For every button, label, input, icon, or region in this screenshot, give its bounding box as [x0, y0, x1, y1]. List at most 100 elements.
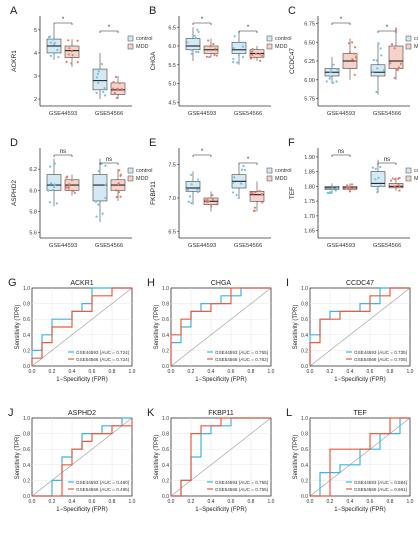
panel-letter: J	[8, 407, 14, 419]
x-tick-label: 0.8	[387, 369, 394, 375]
y-axis-label: ASPHD2	[11, 180, 18, 206]
data-point-mdd	[67, 53, 70, 56]
data-point-mdd	[250, 50, 254, 53]
x-tick-label: 0.0	[29, 369, 36, 375]
data-point-mdd	[251, 53, 254, 57]
y-tick-label: 1.65	[304, 229, 315, 235]
significance-label: *	[62, 17, 65, 23]
data-point-mdd	[352, 52, 356, 55]
data-point-control	[377, 176, 380, 179]
data-point-mdd	[211, 193, 214, 197]
panel-letter: B	[149, 5, 156, 17]
y-tick-label: 5.8	[29, 210, 37, 216]
chance-diagonal	[170, 417, 272, 497]
y-tick-label: 0.6	[162, 447, 169, 453]
data-point-control	[379, 165, 382, 169]
y-axis-label: Sensitivity (TPR)	[154, 305, 160, 350]
y-tick-label: 1.75	[304, 199, 315, 205]
y-tick-label: 0.4	[162, 333, 169, 339]
legend-swatch	[405, 43, 412, 50]
data-point-control	[375, 90, 378, 94]
y-tick-label: 0.6	[162, 317, 169, 323]
roc-title: FKBP11	[208, 410, 234, 417]
data-point-control	[53, 162, 56, 165]
x-tick-label: 1.0	[129, 499, 136, 505]
data-point-mdd	[261, 54, 264, 58]
data-point-mdd	[118, 82, 121, 85]
data-point-control	[95, 91, 98, 94]
y-tick-label: 0.4	[23, 463, 30, 469]
y-tick-label: 6.75	[304, 22, 315, 28]
data-point-mdd	[209, 45, 212, 48]
y-tick-label: 0.8	[301, 302, 308, 308]
legend-label: GSE44593 (AUC = 0.755)	[215, 350, 269, 355]
box-control	[92, 174, 108, 202]
y-tick-label: 3	[34, 74, 37, 80]
data-point-control	[97, 70, 100, 73]
y-tick-label: 6.0	[29, 188, 37, 194]
data-point-control	[197, 30, 200, 34]
data-point-mdd	[395, 28, 398, 31]
data-point-mdd	[396, 68, 399, 72]
x-tick-label: GSE54566	[234, 243, 262, 249]
roc-curve-series-1	[309, 287, 410, 366]
data-point-control	[190, 52, 193, 55]
data-point-mdd	[215, 203, 218, 206]
data-point-control	[196, 190, 200, 194]
data-point-mdd	[70, 179, 74, 182]
roc-title: CHGA	[211, 280, 232, 287]
y-tick-label: 0.6	[301, 317, 308, 323]
x-tick-label: GSE54566	[373, 111, 401, 117]
roc-panel-j: J ASPHD2 0.00.0 0.2 0.2 0.4 0.4 0.6 0.6 0.8 0.8 1.0…	[8, 407, 136, 513]
data-point-mdd	[390, 43, 394, 46]
significance-label: *	[247, 157, 250, 163]
data-point-mdd	[113, 91, 116, 95]
data-point-control	[47, 189, 50, 192]
data-point-mdd	[345, 187, 348, 190]
legend-swatch	[405, 175, 412, 182]
data-point-control	[51, 38, 55, 41]
legend-label: MDD	[414, 44, 418, 50]
x-tick-label: 0.6	[228, 499, 235, 505]
y-tick-label: 0.6	[301, 447, 308, 453]
y-tick-label: 0.0	[23, 364, 30, 370]
data-point-control	[241, 55, 245, 59]
data-point-mdd	[210, 205, 213, 208]
y-tick-label: 0.4	[23, 333, 30, 339]
data-point-mdd	[258, 53, 261, 56]
data-point-control	[100, 62, 103, 66]
panel-letter: I	[286, 277, 289, 289]
data-point-control	[376, 67, 379, 70]
x-axis-label: 1−Specificity (FPR)	[195, 377, 247, 383]
y-tick-label: 0.4	[301, 333, 308, 339]
data-point-control	[231, 191, 235, 194]
data-point-control	[48, 201, 52, 204]
roc-curve-series-2	[310, 417, 410, 497]
y-tick-label: 0.0	[23, 494, 30, 500]
x-tick-label: GSE54566	[95, 111, 123, 117]
data-point-control	[242, 164, 245, 168]
data-point-mdd	[347, 42, 351, 45]
roc-curve-series-2	[309, 287, 410, 366]
data-point-control	[195, 50, 198, 53]
data-point-mdd	[389, 179, 393, 182]
y-tick-label: 7.0	[168, 196, 176, 202]
x-tick-label: 0.8	[248, 369, 255, 375]
roc-title: TEF	[353, 410, 366, 417]
data-point-mdd	[112, 80, 115, 84]
legend-label: MDD	[136, 176, 149, 182]
box-control	[231, 41, 247, 54]
y-tick-label: 6.5	[168, 25, 176, 31]
x-tick-label: 0.2	[327, 369, 334, 375]
x-tick-label: GSE44593	[49, 243, 77, 249]
data-point-control	[331, 187, 334, 190]
x-tick-label: 0.2	[188, 369, 195, 375]
roc-panel-l: L TEF 0.00.0 0.2 0.2 0.4 0.4 0.6 0.6 0.8 0.8 1.0 1.0…	[286, 407, 414, 513]
data-point-control	[239, 182, 243, 185]
legend-label: GSE44593 (AUC = 0.724)	[76, 350, 130, 355]
data-point-mdd	[205, 200, 208, 203]
data-point-mdd	[393, 178, 397, 181]
data-point-mdd	[353, 46, 357, 49]
data-point-control	[232, 57, 235, 61]
data-point-control	[188, 195, 192, 198]
